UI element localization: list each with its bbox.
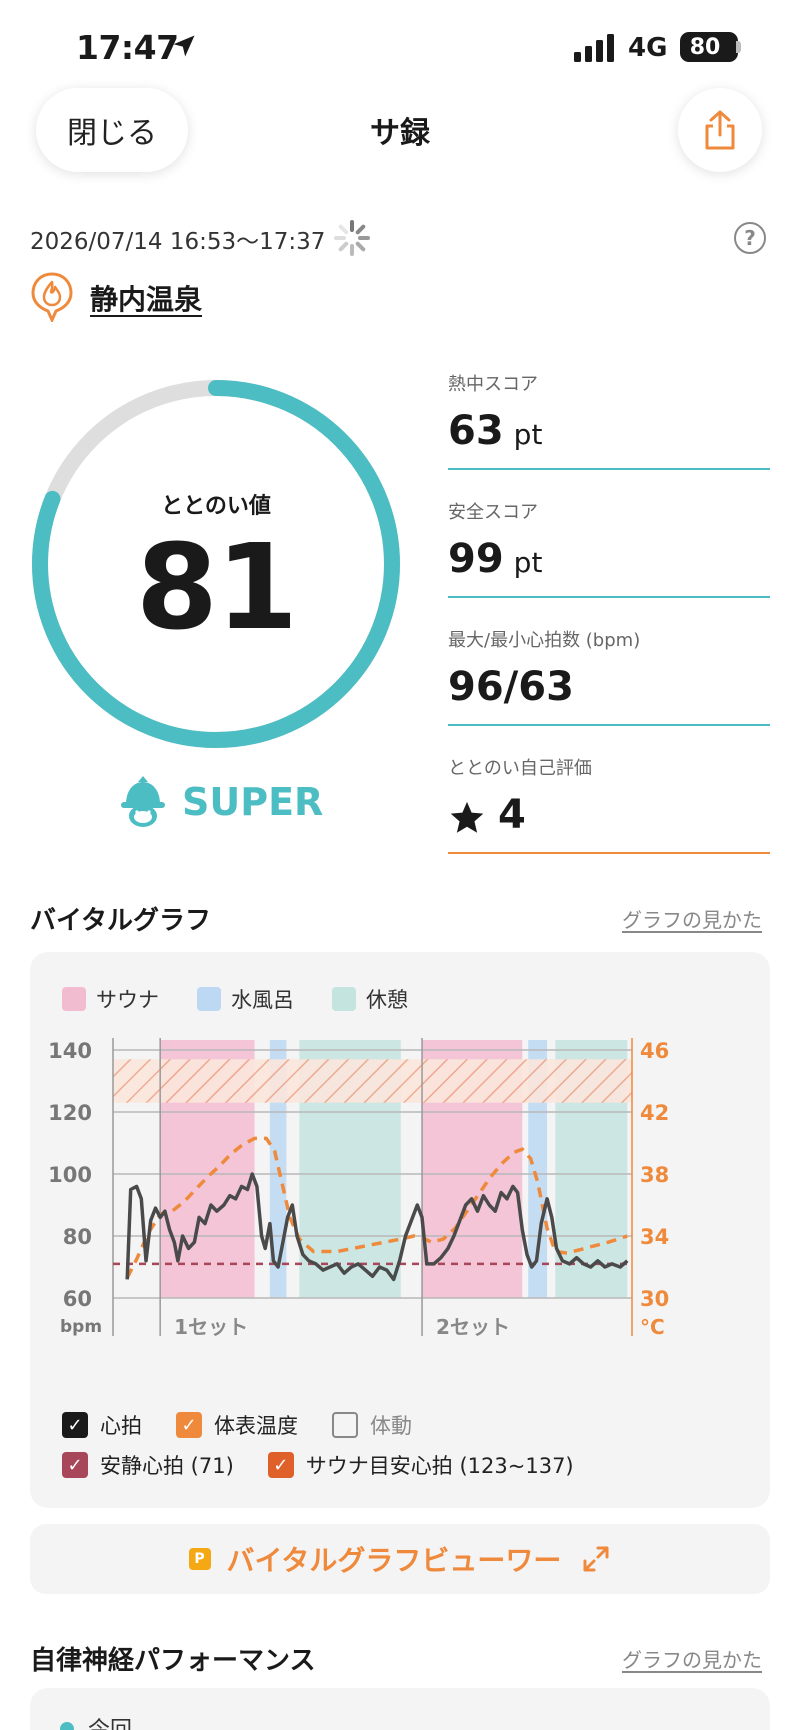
checkbox-skin-temp[interactable]: ✓	[176, 1412, 202, 1438]
metric-label: ととのい自己評価	[448, 758, 592, 779]
y-left-tick-label: 100	[48, 1163, 92, 1187]
checkbox-body-motion[interactable]	[332, 1412, 358, 1438]
toggle-label: 心拍	[100, 1414, 142, 1438]
phase-band-water	[528, 1040, 548, 1298]
metric-value: 96/63	[448, 664, 574, 710]
metric-value: 99	[448, 536, 504, 582]
battery-tip	[736, 41, 741, 53]
network-label: 4G	[628, 33, 668, 63]
metric-divider	[448, 596, 770, 598]
loading-spinner-icon	[334, 220, 370, 256]
page-title: サ録	[370, 116, 430, 151]
set-label: 1セット	[174, 1315, 248, 1339]
vital-graph-title: バイタルグラフ	[30, 906, 211, 936]
toggle-label: 安静心拍 (71)	[100, 1454, 234, 1478]
toggle-label: 体動	[370, 1414, 412, 1438]
premium-badge: P	[188, 1548, 211, 1570]
metric-self-rating[interactable]: ととのい自己評価 4	[448, 754, 770, 854]
toggle-label: 体表温度	[214, 1414, 298, 1438]
expand-icon	[583, 1546, 609, 1572]
metric-heart-rate: 最大/最小心拍数 (bpm) 96/63	[448, 626, 770, 726]
checkbox-target-hr[interactable]: ✓	[267, 1452, 294, 1478]
location-arrow-icon	[173, 35, 195, 57]
gauge-arc	[32, 380, 400, 748]
sauna-hat-mascot-icon	[121, 776, 165, 827]
series-toggle-row-2: ✓ 安静心拍 (71) ✓ サウナ目安心拍 (123~137)	[62, 1450, 608, 1480]
ans-legend-label: 今回	[88, 1712, 132, 1730]
y-right-unit-label: °C	[640, 1315, 665, 1339]
y-left-tick-label: 120	[48, 1101, 92, 1125]
legend-swatch-water	[197, 987, 221, 1011]
viewer-label: バイタルグラフビューワー	[226, 1544, 562, 1577]
close-button[interactable]: 閉じる	[36, 88, 188, 172]
gauge-value: 81	[135, 518, 298, 656]
ans-help-link[interactable]: グラフの見かた	[622, 1648, 762, 1672]
set-label: 2セット	[436, 1315, 510, 1339]
ans-card	[30, 1688, 770, 1730]
metric-label: 最大/最小心拍数 (bpm)	[448, 630, 641, 651]
legend-label: 水風呂	[231, 988, 294, 1012]
share-button[interactable]	[678, 88, 762, 172]
facility-pin-icon	[31, 272, 73, 322]
metric-divider	[448, 468, 770, 470]
facility-link[interactable]: 静内温泉	[90, 283, 203, 316]
legend-swatch-rest	[332, 987, 356, 1011]
series-toggle-row-1: ✓ 心拍 ✓ 体表温度 体動	[62, 1410, 446, 1440]
y-right-tick-label: 38	[640, 1163, 669, 1187]
vital-graph-help-link[interactable]: グラフの見かた	[622, 908, 762, 932]
y-left-tick-label: 140	[48, 1039, 92, 1063]
legend-label: 休憩	[366, 988, 408, 1012]
y-left-tick-label: 60	[63, 1287, 92, 1311]
metric-divider	[448, 724, 770, 726]
metric-value-row: 99 pt	[448, 536, 770, 588]
metric-unit: pt	[513, 546, 543, 579]
target-hr-band	[113, 1059, 632, 1103]
metric-label: 安全スコア	[448, 502, 538, 523]
legend-label: サウナ	[96, 988, 159, 1012]
signal-bars-icon	[574, 34, 614, 62]
metric-value-row: 96/63	[448, 664, 770, 716]
totonoi-gauge	[32, 380, 400, 748]
skin-temp-line	[125, 1136, 628, 1279]
phase-legend: サウナ 水風呂 休憩	[62, 984, 446, 1014]
metric-label: 熱中スコア	[448, 374, 538, 395]
metric-value: 4	[498, 792, 526, 838]
y-left-unit-label: bpm	[60, 1317, 102, 1337]
metric-value-row: 63 pt	[448, 408, 770, 460]
y-right-tick-label: 42	[640, 1101, 669, 1125]
metric-value: 63	[448, 408, 504, 454]
y-right-tick-label: 46	[640, 1039, 669, 1063]
checkbox-heart-rate[interactable]: ✓	[62, 1412, 88, 1438]
battery-level: 80	[689, 34, 721, 60]
toggle-label: サウナ目安心拍 (123~137)	[305, 1454, 574, 1478]
session-time-range: 2026/07/14 16:53〜17:37	[30, 229, 326, 255]
status-bar: 17:47 4G 80	[0, 0, 800, 90]
legend-swatch-sauna	[62, 987, 86, 1011]
vital-chart[interactable]: 60 30 80 34 100 38 120 42 140 46 bpm °C 1セット 2セット	[40, 1030, 760, 1400]
ans-performance-title: 自律神経パフォーマンス	[30, 1646, 316, 1676]
y-right-tick-label: 34	[640, 1225, 669, 1249]
status-time: 17:47	[76, 28, 179, 67]
checkbox-resting-hr[interactable]: ✓	[62, 1452, 88, 1478]
metric-unit: pt	[513, 418, 543, 451]
vital-graph-viewer-button[interactable]: P バイタルグラフビューワー	[30, 1524, 770, 1594]
heart-rate-line	[125, 1172, 629, 1282]
star-icon	[450, 801, 484, 833]
battery-icon: 80	[680, 32, 738, 62]
metric-divider	[448, 852, 770, 854]
y-left-tick-label: 80	[63, 1225, 92, 1249]
metric-value-row: 4	[448, 792, 770, 844]
gauge-label: ととのい値	[161, 494, 271, 519]
share-icon	[705, 110, 735, 150]
metric-heat-score: 熱中スコア 63 pt	[448, 370, 770, 470]
ans-legend-dot	[60, 1722, 74, 1730]
rank-label: SUPER	[182, 780, 324, 824]
metric-safety-score: 安全スコア 99 pt	[448, 498, 770, 598]
help-icon[interactable]: ?	[734, 222, 766, 254]
y-right-tick-label: 30	[640, 1287, 669, 1311]
